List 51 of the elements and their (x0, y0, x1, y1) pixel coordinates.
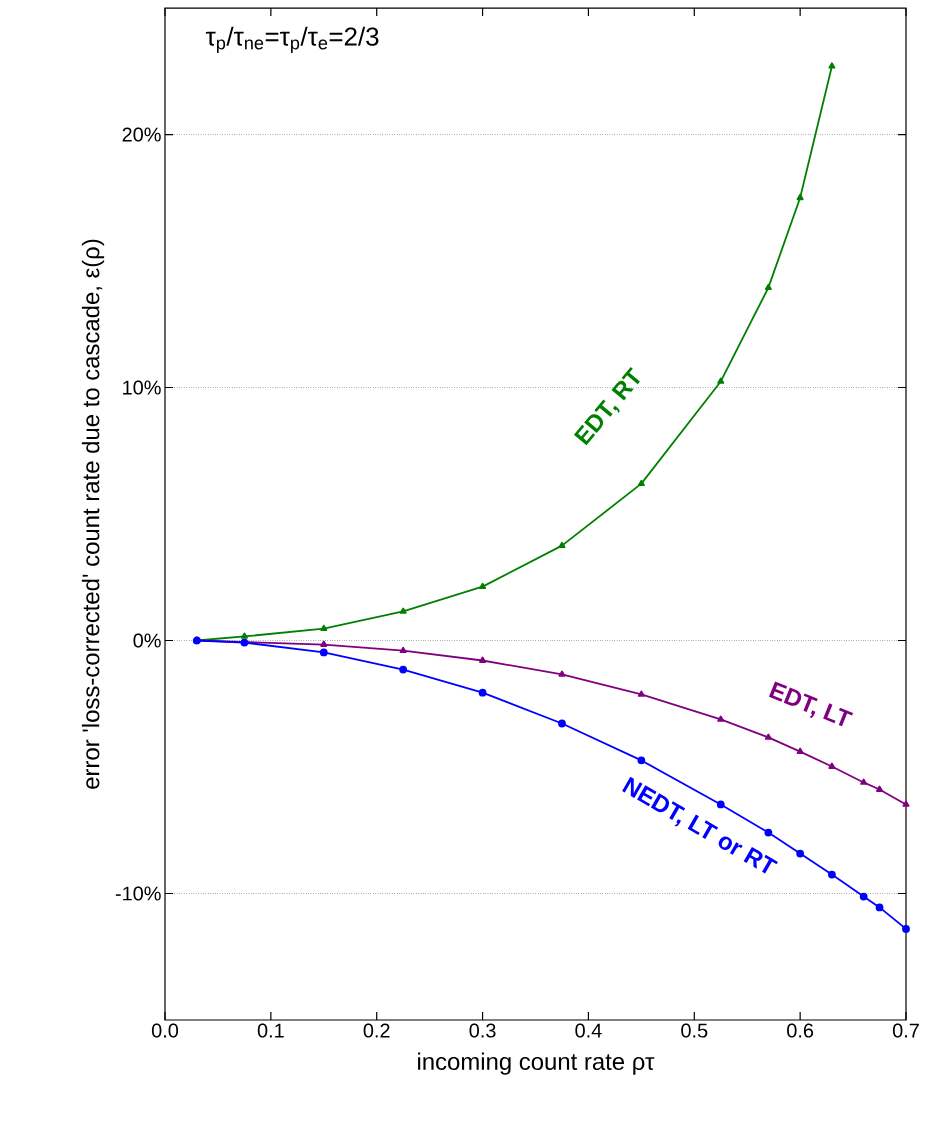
point (902, 925, 910, 933)
point (860, 778, 868, 785)
point (637, 690, 645, 697)
x-tick-label: 0.1 (257, 1023, 284, 1038)
point (558, 719, 566, 728)
point (319, 648, 328, 657)
y-tick-label: -10% (115, 886, 161, 901)
point (876, 785, 884, 792)
point (796, 849, 805, 858)
point (828, 62, 836, 69)
point (320, 640, 328, 647)
point (717, 377, 725, 384)
x-tick-label: 0.4 (575, 1023, 602, 1038)
point (399, 607, 407, 614)
point (240, 632, 248, 639)
y-tick-label: 20% (122, 127, 161, 142)
point (902, 800, 910, 807)
y-tick-label: 10% (123, 380, 161, 395)
x-tick-label: 0.2 (363, 1023, 390, 1038)
point (875, 903, 884, 912)
text: τ$_{p}$/τ$_{ne}$=τ$_{p}$/τ$_{e}$=2/3 (205, 26, 379, 53)
point (399, 646, 407, 654)
x-tick-label: 0.0 (151, 1023, 179, 1038)
x-axis-title: incoming count rate ρτ (418, 1052, 655, 1075)
point (764, 283, 772, 290)
x-tick-label: 0.7 (892, 1023, 919, 1038)
y-axis-title: error 'loss-corrected' count rate due to cascade, ε(ρ) (81, 239, 105, 789)
point (399, 665, 408, 674)
point (558, 541, 566, 549)
x-tick-label: 0.5 (681, 1023, 708, 1038)
y-tick-label: 0% (133, 633, 161, 648)
point (558, 670, 566, 677)
text: EDT, LT (768, 681, 854, 727)
point (637, 479, 645, 487)
x-tick-label: 0.6 (787, 1023, 814, 1038)
point (764, 733, 772, 740)
point (479, 582, 487, 590)
point (828, 870, 836, 879)
x-tick-label: 0.3 (469, 1023, 496, 1038)
point (478, 688, 487, 697)
point (796, 747, 804, 754)
point (828, 762, 836, 769)
point (859, 892, 868, 901)
point (320, 624, 328, 632)
point (716, 800, 725, 809)
point (717, 715, 725, 722)
point (637, 756, 646, 765)
point (764, 828, 773, 837)
point (479, 656, 487, 663)
point (240, 638, 249, 647)
point (796, 193, 804, 201)
